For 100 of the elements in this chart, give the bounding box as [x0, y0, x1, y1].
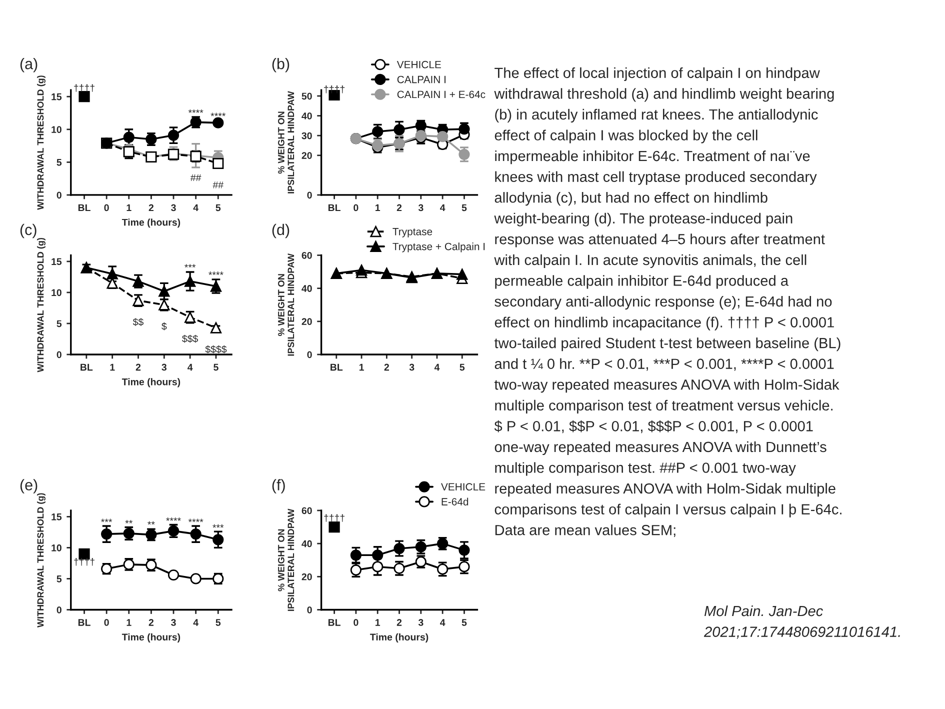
- y-tick-label: 10: [52, 289, 62, 296]
- y-tick-label: 20: [302, 318, 312, 326]
- legend-label: VEHICLE: [441, 483, 486, 491]
- annotation: ††††: [74, 558, 94, 566]
- x-axis-title: Time (hours): [370, 633, 428, 642]
- annotation: $$$$: [205, 345, 227, 354]
- x-tick-label: BL: [78, 619, 90, 626]
- x-tick-label: BL: [78, 204, 90, 212]
- y-tick-label: 20: [302, 573, 312, 580]
- y-tick-label: 0: [307, 351, 312, 358]
- x-tick-label: 5: [460, 364, 465, 371]
- annotation: ##: [212, 182, 224, 188]
- x-tick-label: 5: [216, 619, 221, 626]
- annotation: ††††: [324, 514, 344, 522]
- annotation: **: [148, 521, 155, 525]
- x-axis-title: Time (hours): [122, 378, 180, 388]
- x-tick-label: 4: [193, 619, 198, 626]
- x-tick-label: 0: [354, 619, 358, 626]
- y-axis-title: % WEIGHT ON IPSILATERAL HINDPAW: [278, 253, 294, 356]
- x-tick-label: 5: [462, 204, 467, 212]
- annotation: ***: [212, 524, 224, 528]
- y-tick-label: 0: [56, 351, 62, 358]
- x-tick-label: 3: [409, 364, 414, 371]
- x-tick-label: 1: [126, 204, 132, 212]
- chart-title: (c): [20, 224, 36, 238]
- y-tick-label: 5: [56, 576, 62, 582]
- x-tick-label: 2: [148, 204, 154, 212]
- x-tick-label: 2: [148, 619, 154, 626]
- x-tick-label: 4: [440, 619, 446, 626]
- y-axis-title: % WEIGHT ON IPSILATERAL HINDPAW: [278, 91, 294, 194]
- x-tick-label: 0: [354, 204, 358, 212]
- y-tick-label: 0: [307, 192, 312, 199]
- chart-title: (f): [272, 479, 285, 494]
- annotation: ****: [210, 112, 226, 116]
- x-axis-title: Time (hours): [122, 218, 180, 228]
- x-tick-label: 5: [214, 364, 218, 371]
- legend-label: CALPAIN I: [397, 76, 446, 84]
- x-tick-label: 2: [396, 204, 402, 212]
- annotation: $$$: [182, 334, 198, 343]
- annotation: ††††: [74, 84, 94, 92]
- y-tick-label: 60: [302, 252, 312, 259]
- x-tick-label: 4: [440, 204, 446, 212]
- y-axis-title: WITHDRAWAL THRESHOLD (g): [37, 493, 46, 628]
- x-tick-label: 0: [104, 204, 109, 212]
- annotation: ***: [101, 518, 112, 522]
- legend-label: VEHICLE: [396, 60, 441, 68]
- x-tick-label: 5: [462, 619, 467, 626]
- x-tick-label: 4: [188, 364, 193, 371]
- x-tick-label: 2: [396, 619, 402, 626]
- legend-label: Tryptase: [392, 228, 432, 238]
- y-tick-label: 5: [56, 320, 62, 328]
- annotation: ††††: [324, 86, 344, 94]
- y-tick-label: 30: [302, 132, 312, 140]
- x-tick-label: 3: [418, 204, 424, 212]
- y-tick-label: 40: [302, 285, 312, 292]
- chart-title: (d): [272, 224, 290, 238]
- x-tick-label: 3: [171, 204, 176, 212]
- x-tick-label: 4: [193, 204, 198, 212]
- y-tick-label: 0: [56, 192, 62, 199]
- y-axis-title: WITHDRAWAL THRESHOLD (g): [37, 238, 46, 372]
- annotation: ****: [166, 517, 181, 521]
- x-tick-label: 2: [384, 364, 389, 371]
- x-tick-label: 0: [104, 619, 109, 626]
- chart-title: (e): [20, 479, 38, 494]
- chart-title: (b): [272, 58, 290, 72]
- legend-label: Tryptase + Calpain I: [392, 242, 485, 252]
- annotation: ##: [190, 174, 202, 182]
- text: Mol Pain. Jan-Dec 2021;17:17448069211016141.: [704, 605, 900, 639]
- x-tick-label: 5: [216, 204, 221, 212]
- x-tick-label: 1: [376, 619, 380, 626]
- chart-title: (a): [20, 58, 38, 72]
- y-tick-label: 10: [52, 126, 62, 134]
- legend-label: E-64d: [442, 498, 468, 506]
- x-tick-label: 1: [359, 364, 364, 371]
- y-tick-label: 40: [302, 540, 312, 548]
- annotation: ****: [188, 109, 204, 113]
- annotation: ****: [208, 272, 224, 275]
- text: The effect of local injection of calpain I on hindpaw withdrawal threshold (a) and hindlimb weight bearing (b) in acutely inflamed rat knees. The antiallodynic effect of calpain I was blocked by the cell impermeable inhibitor E-64c. Treatment of naı¨ve knees with mast cell tryptase produced secondary allodynia (c), but had no effect on hindlimb weight-bearing (d). The protease-induced pain response was attenuated 4–5 hours after treatment with calpain I. In acute synovitis animals, the cell permeable calpain inhibitor E-64d produced a secondary anti-allodynic response (e); E-64d had no effect on hindlimb incapacitance (f). †††† P < 0.0001 two-tailed paired Student t-test between baseline (BL) and t ¼ 0 hr. **P < 0.01, ***P < 0.001, ****P < 0.0001 two-way repeated measures ANOVA with Holm-Sidak multiple comparison test of treatment versus vehicle. $ P < 0.01, $$P < 0.01, $$$P < 0.001, P < 0.0001 one-way repeated measures ANOVA with Dunnett’s multiple comparison test. ##P < 0.001 two-way repeated measures ANOVA with Holm-Sidak multiple comparisons test of calpain I versus calpain I þ E-64c. Data are mean values SEM;: [494, 67, 842, 537]
- x-tick-label: 1: [376, 204, 380, 212]
- x-tick-label: 1: [110, 364, 115, 371]
- x-axis-title: Time (hours): [122, 633, 180, 642]
- x-tick-label: 2: [136, 364, 141, 371]
- annotation: **: [125, 520, 133, 524]
- x-tick-label: BL: [80, 364, 93, 371]
- y-tick-label: 40: [302, 112, 312, 120]
- annotation: ***: [184, 264, 196, 268]
- y-tick-label: 15: [52, 514, 62, 520]
- annotation: $: [162, 322, 167, 330]
- annotation: $$: [132, 318, 144, 326]
- y-tick-label: 20: [302, 152, 312, 159]
- x-tick-label: BL: [328, 619, 340, 626]
- y-tick-label: 60: [302, 507, 312, 514]
- x-tick-label: 3: [418, 619, 424, 626]
- legend-label: CALPAIN I + E-64c: [397, 90, 486, 98]
- y-tick-label: 0: [307, 606, 312, 614]
- y-axis-title: WITHDRAWAL THRESHOLD (g): [37, 76, 46, 210]
- x-tick-label: 4: [434, 364, 440, 371]
- y-tick-label: 10: [52, 544, 62, 552]
- x-tick-label: 3: [171, 619, 176, 626]
- x-tick-label: BL: [328, 204, 340, 212]
